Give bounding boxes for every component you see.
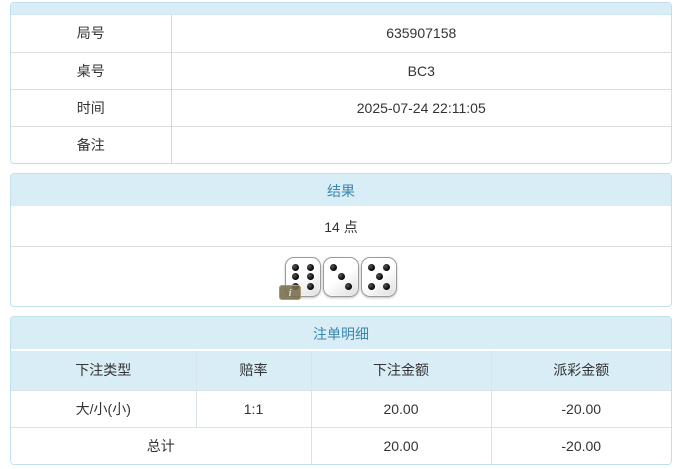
bet-type-value: 大/小(小) xyxy=(11,389,197,428)
info-icon[interactable]: i xyxy=(279,284,301,300)
column-bet-type: 下注类型 xyxy=(11,351,197,391)
table-row: 大/小(小) 1:1 20.00 -20.00 xyxy=(11,389,671,428)
table-header-row: 下注类型 赔率 下注金额 派彩金额 xyxy=(11,351,671,391)
die-pip xyxy=(337,273,345,280)
table-row: 局号 635907158 xyxy=(11,15,671,53)
total-label: 总计 xyxy=(11,426,312,464)
odds-value: 1:1 xyxy=(195,389,312,428)
result-panel-title: 结果 xyxy=(11,174,671,208)
bet-amount-value: 20.00 xyxy=(310,389,492,428)
result-panel: 结果 14 点 i xyxy=(10,173,672,307)
game-info-panel: 局号 635907158 桌号 BC3 时间 2025-07-24 22:11:… xyxy=(10,2,672,164)
die-pip xyxy=(345,282,352,290)
total-row: 总计 20.00 -20.00 xyxy=(11,426,671,464)
remark-value xyxy=(171,126,671,163)
time-label: 时间 xyxy=(11,89,172,127)
table-number-label: 桌号 xyxy=(11,52,172,90)
die-3 xyxy=(361,256,397,297)
die-pip xyxy=(307,263,314,271)
total-bet-amount: 20.00 xyxy=(310,426,492,464)
die-pip xyxy=(307,273,314,280)
die-pip xyxy=(330,263,337,271)
die-pip xyxy=(292,273,299,280)
table-number-value: BC3 xyxy=(171,52,671,90)
table-row: 时间 2025-07-24 22:11:05 xyxy=(11,89,671,127)
payout-value: -20.00 xyxy=(490,389,671,428)
time-value: 2025-07-24 22:11:05 xyxy=(171,89,671,127)
die-pip xyxy=(368,282,375,290)
round-number-value: 635907158 xyxy=(171,15,671,53)
dice-group: i xyxy=(279,256,397,300)
die-pip xyxy=(368,263,375,271)
die-pip xyxy=(383,263,390,271)
die-2 xyxy=(323,256,359,297)
game-info-header-strip xyxy=(11,3,671,15)
die-pip xyxy=(307,282,314,290)
bet-details-table: 下注类型 赔率 下注金额 派彩金额 大/小(小) 1:1 20.00 -20.0… xyxy=(11,351,671,464)
result-points: 14 点 xyxy=(11,208,671,247)
die-pip xyxy=(383,282,390,290)
bet-details-title: 注单明细 xyxy=(11,317,671,351)
bet-details-panel: 注单明细 下注类型 赔率 下注金额 派彩金额 大/小(小) 1:1 20.00 … xyxy=(10,316,672,465)
column-payout: 派彩金额 xyxy=(490,351,671,391)
column-bet-amount: 下注金额 xyxy=(310,351,492,391)
table-row: 桌号 BC3 xyxy=(11,52,671,90)
column-odds: 赔率 xyxy=(195,351,312,391)
game-info-table: 局号 635907158 桌号 BC3 时间 2025-07-24 22:11:… xyxy=(11,15,671,163)
total-payout: -20.00 xyxy=(490,426,671,464)
remark-label: 备注 xyxy=(11,126,172,163)
round-number-label: 局号 xyxy=(11,15,172,53)
die-pip xyxy=(375,273,383,280)
dice-row: i xyxy=(11,247,671,306)
table-row: 备注 xyxy=(11,126,671,163)
die-pip xyxy=(292,263,299,271)
